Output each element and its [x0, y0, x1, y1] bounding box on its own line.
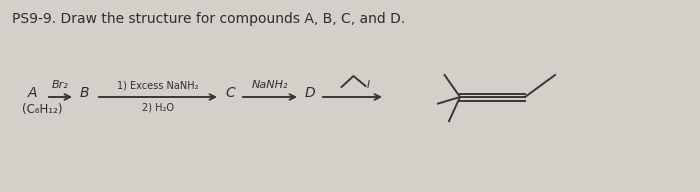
- Text: C: C: [225, 86, 235, 100]
- Text: 2) H₂O: 2) H₂O: [142, 102, 174, 112]
- Text: B: B: [80, 86, 90, 100]
- Text: Br₂: Br₂: [52, 80, 69, 90]
- Text: PS9-9. Draw the structure for compounds A, B, C, and D.: PS9-9. Draw the structure for compounds …: [12, 12, 405, 26]
- Text: D: D: [305, 86, 316, 100]
- Text: A: A: [28, 86, 38, 100]
- Text: NaNH₂: NaNH₂: [252, 80, 288, 90]
- Text: (C₆H₁₂): (C₆H₁₂): [22, 103, 62, 117]
- Text: I: I: [367, 80, 370, 90]
- Text: 1) Excess NaNH₂: 1) Excess NaNH₂: [118, 80, 199, 90]
